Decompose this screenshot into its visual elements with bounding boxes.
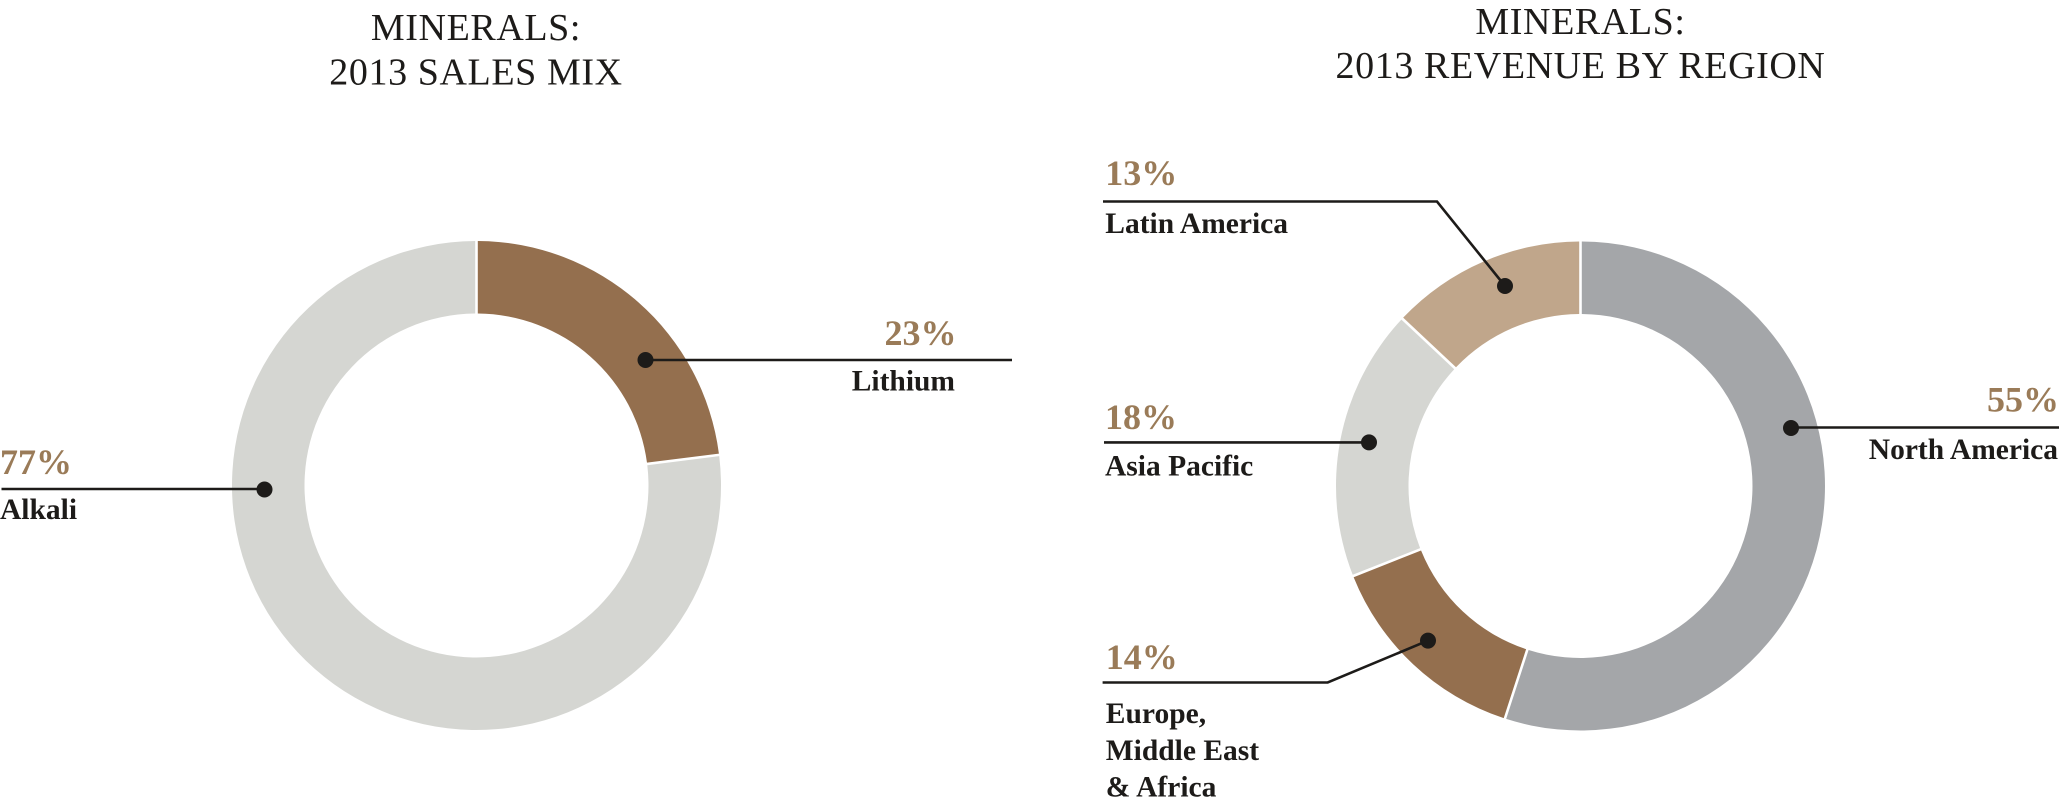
- svg-text:14%: 14%: [1106, 637, 1178, 677]
- svg-text:18%: 18%: [1105, 397, 1177, 437]
- svg-text:Alkali: Alkali: [0, 494, 77, 526]
- svg-text:Middle East: Middle East: [1106, 735, 1259, 767]
- svg-text:MINERALS:: MINERALS:: [371, 7, 581, 49]
- svg-text:Lithium: Lithium: [852, 366, 956, 398]
- svg-text:2013 SALES MIX: 2013 SALES MIX: [329, 52, 622, 94]
- svg-text:23%: 23%: [885, 313, 957, 353]
- svg-text:Latin America: Latin America: [1105, 208, 1288, 240]
- svg-text:& Africa: & Africa: [1106, 772, 1217, 804]
- svg-text:77%: 77%: [0, 442, 72, 482]
- svg-text:Europe,: Europe,: [1106, 698, 1206, 730]
- svg-text:2013 REVENUE BY REGION: 2013 REVENUE BY REGION: [1336, 45, 1826, 87]
- svg-text:13%: 13%: [1105, 153, 1177, 193]
- svg-text:55%: 55%: [1987, 380, 2059, 420]
- svg-text:Asia Pacific: Asia Pacific: [1105, 451, 1253, 483]
- svg-text:MINERALS:: MINERALS:: [1475, 1, 1685, 43]
- svg-text:North America: North America: [1869, 434, 2058, 466]
